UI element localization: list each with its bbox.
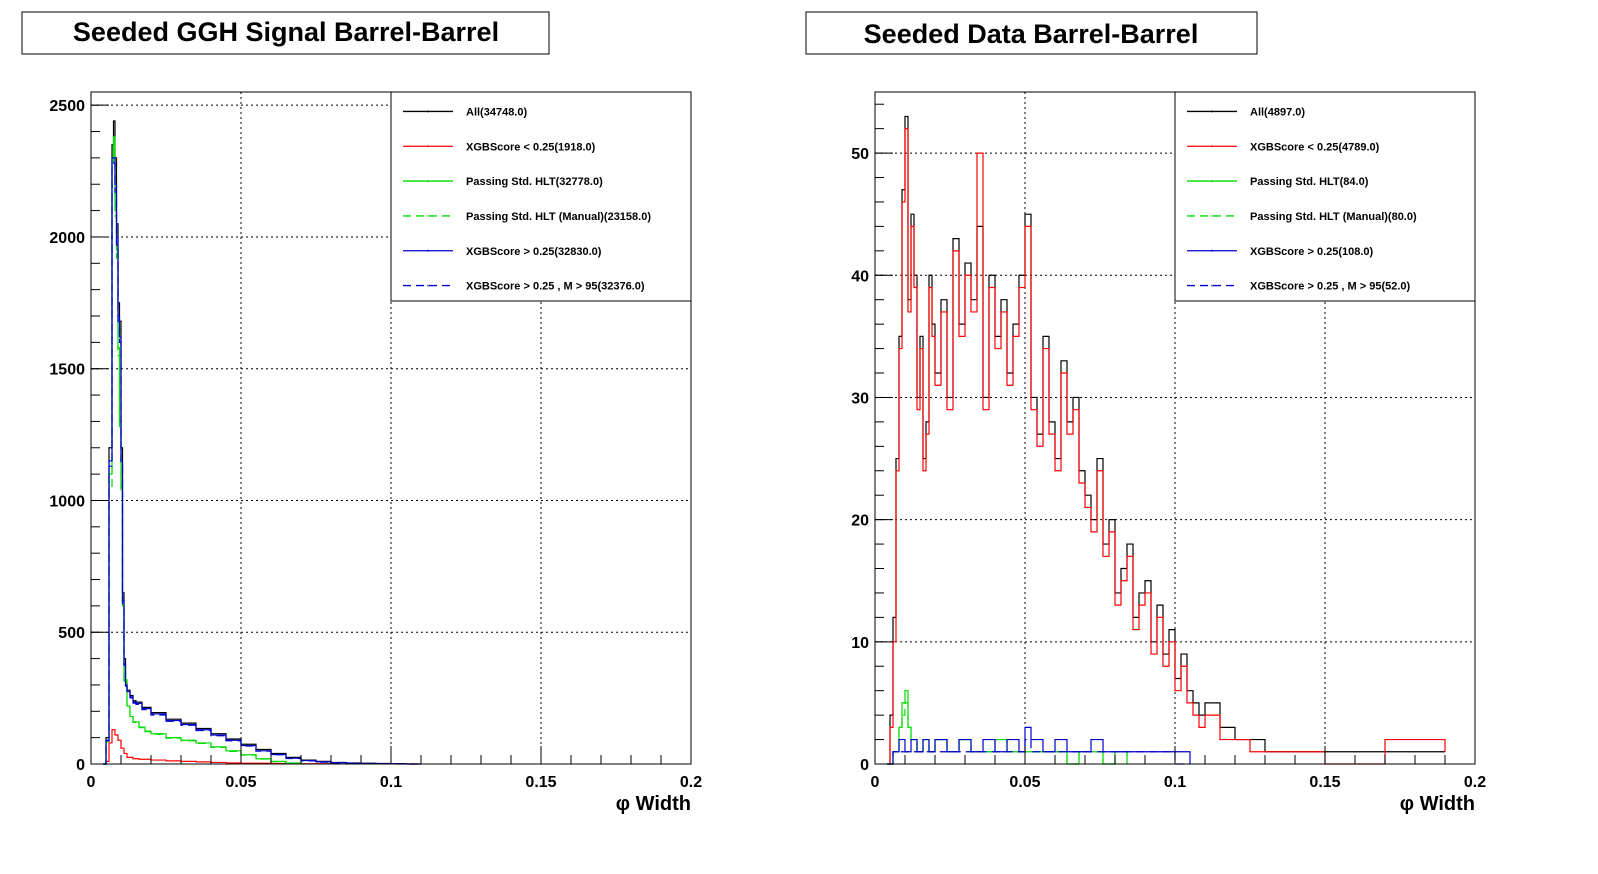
axes: 0 0.05 0.1 0.15 0.2 0 500 1000 1500 2000 2500 [49, 98, 702, 791]
chart-panel-right: Seeded Data Barrel-Barrel 0 0.05 0.1 0.15 0.… [805, 11, 1486, 815]
x-tick-label: 0.15 [1309, 774, 1340, 791]
y-tick-label: 0 [860, 757, 869, 774]
series-line-3 [887, 702, 1128, 765]
x-axis-label: φ Width [1400, 793, 1475, 815]
legend: All(34748.0) XGBScore < 0.25(1918.0) Passi… [390, 91, 692, 302]
legend-box [1174, 91, 1476, 302]
series-line-3 [103, 144, 302, 765]
legend-label-4: XGBScore > 0.25(32830.0) [466, 246, 602, 258]
legend-label-0: All(34748.0) [466, 106, 527, 118]
x-tick-label: 0.15 [525, 774, 556, 791]
y-tick-label: 50 [851, 146, 869, 163]
y-tick-label: 20 [851, 513, 869, 530]
legend-label-2: Passing Std. HLT(32778.0) [466, 176, 603, 188]
y-tick-label: 2500 [49, 98, 85, 115]
series-line-2 [103, 136, 302, 765]
series-line-2 [887, 690, 1128, 765]
series-group [103, 120, 421, 765]
chart-title: Seeded Data Barrel-Barrel [864, 19, 1199, 49]
legend-label-3: Passing Std. HLT (Manual)(23158.0) [466, 211, 651, 223]
series-line-0 [103, 120, 421, 765]
y-tick-label: 2000 [49, 230, 85, 247]
series-line-1 [887, 128, 1446, 765]
x-tick-label: 0.05 [225, 774, 256, 791]
x-tick-label: 0.2 [1464, 774, 1486, 791]
title-box [805, 11, 1258, 55]
x-axis-label: φ Width [616, 793, 691, 815]
y-tick-label: 40 [851, 268, 869, 285]
legend-label-5: XGBScore > 0.25 , M > 95(32376.0) [466, 281, 645, 293]
axes: 0 0.05 0.1 0.15 0.2 0 10 20 30 40 50 [851, 103, 1486, 791]
series-line-5 [887, 738, 1190, 765]
series-line-4 [103, 157, 421, 765]
x-tick-label: 0.2 [680, 774, 702, 791]
legend-label-0: All(4897.0) [1250, 106, 1305, 118]
legend-label-1: XGBScore < 0.25(1918.0) [466, 141, 596, 153]
series-group [887, 115, 1446, 765]
x-tick-label: 0 [871, 774, 880, 791]
title-box [21, 11, 550, 55]
x-tick-label: 0 [87, 774, 96, 791]
y-tick-label: 500 [58, 625, 85, 642]
x-tick-label: 0.05 [1009, 774, 1040, 791]
legend-label-1: XGBScore < 0.25(4789.0) [1250, 141, 1380, 153]
chart-title: Seeded GGH Signal Barrel-Barrel [73, 17, 499, 47]
legend-box [390, 91, 692, 302]
legend-label-2: Passing Std. HLT(84.0) [1250, 176, 1369, 188]
x-tick-label: 0.1 [1164, 774, 1186, 791]
y-tick-label: 1000 [49, 493, 85, 510]
y-tick-label: 1500 [49, 362, 85, 379]
y-tick-label: 10 [851, 635, 869, 652]
series-line-5 [103, 162, 421, 765]
legend-label-4: XGBScore > 0.25(108.0) [1250, 246, 1374, 258]
y-tick-label: 30 [851, 390, 869, 407]
legend-label-3: Passing Std. HLT (Manual)(80.0) [1250, 211, 1417, 223]
chart-panel-left: Seeded GGH Signal Barrel-Barrel 0 0.05 0.1… [21, 11, 702, 815]
legend: All(4897.0) XGBScore < 0.25(4789.0) Passin… [1174, 91, 1476, 302]
legend-label-5: XGBScore > 0.25 , M > 95(52.0) [1250, 281, 1411, 293]
x-tick-label: 0.1 [380, 774, 402, 791]
y-tick-label: 0 [76, 757, 85, 774]
